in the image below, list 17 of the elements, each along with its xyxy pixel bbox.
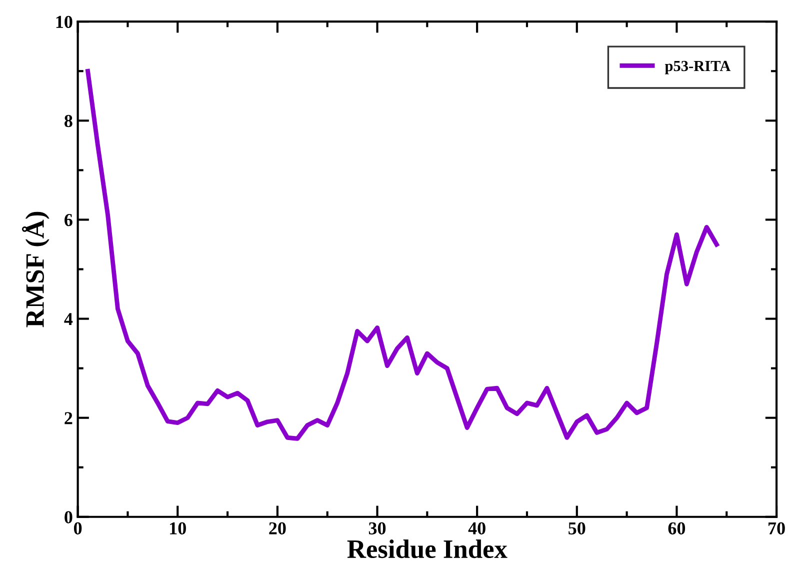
x-axis-title: Residue Index [347, 540, 508, 558]
x-tick-label: 60 [668, 522, 686, 534]
x-tick-label: 0 [74, 522, 82, 534]
x-tick-label: 50 [568, 522, 586, 534]
y-tick-label: 0 [64, 511, 72, 524]
y-tick-label: 10 [56, 16, 72, 28]
x-tick-label: 30 [368, 522, 386, 534]
y-axis-title: RMSF (Å) [22, 212, 50, 328]
x-tick-label: 20 [269, 522, 286, 534]
y-tick-label: 6 [64, 214, 72, 226]
x-tick-label: 70 [768, 522, 785, 534]
legend-label: p53-RITA [664, 60, 731, 74]
x-tick-label: 40 [468, 522, 486, 534]
y-tick-label: 2 [64, 412, 72, 424]
y-tick-label: 4 [64, 313, 73, 326]
x-tick-label: 10 [170, 522, 186, 534]
y-tick-label: 8 [64, 114, 72, 128]
